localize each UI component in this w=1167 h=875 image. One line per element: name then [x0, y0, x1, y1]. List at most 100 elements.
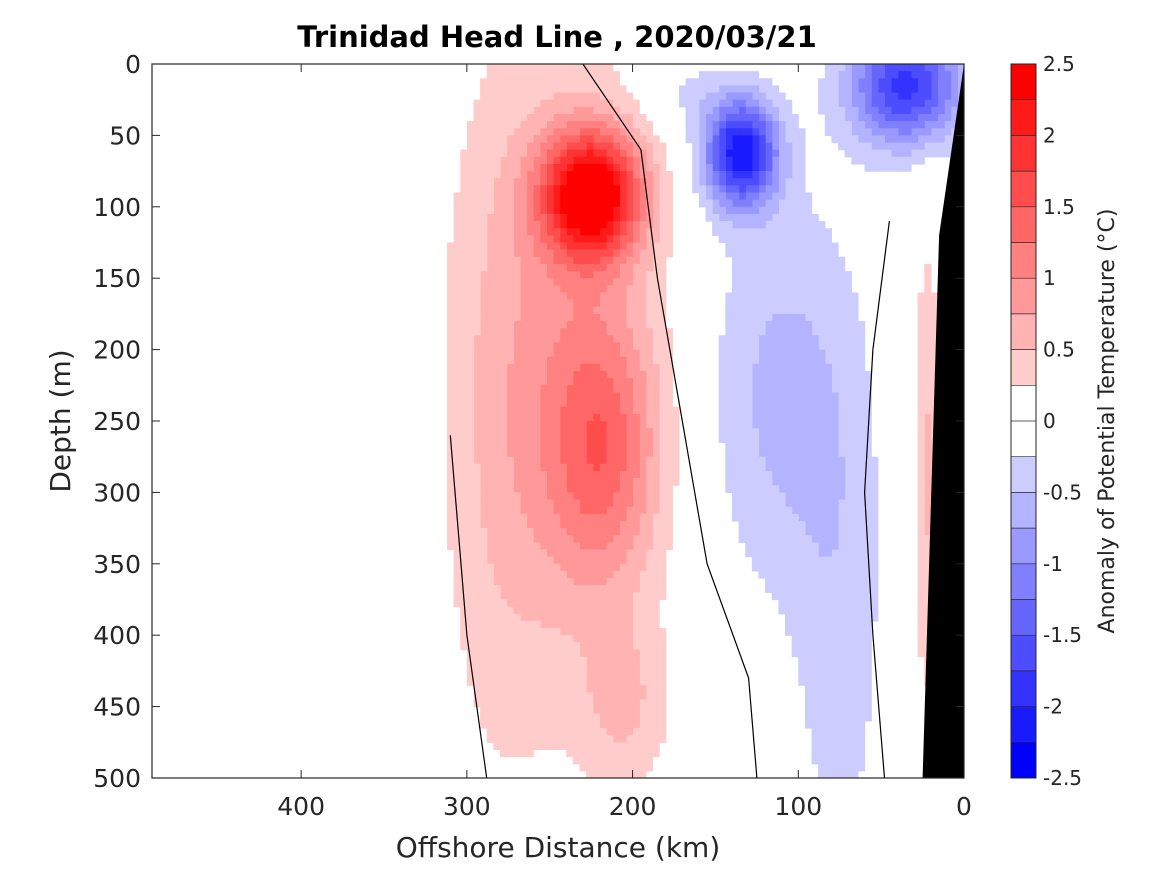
contour-cell — [506, 128, 514, 136]
contour-cell — [566, 313, 574, 322]
contour-cell — [526, 528, 534, 536]
contour-cell — [639, 556, 647, 565]
contour-cell — [493, 606, 501, 615]
contour-cell — [652, 135, 660, 144]
contour-cell — [718, 85, 726, 94]
contour-cell — [652, 163, 660, 172]
contour-cell — [612, 178, 620, 186]
contour-cell — [546, 85, 554, 94]
contour-cell — [546, 670, 554, 679]
contour-cell — [639, 513, 647, 522]
contour-cell — [572, 192, 581, 201]
contour-cell — [910, 78, 919, 87]
contour-cell — [917, 592, 925, 601]
contour-cell — [513, 642, 521, 651]
contour-cell — [566, 485, 574, 493]
contour-cell — [539, 128, 547, 136]
contour-cell — [546, 99, 554, 108]
contour-cell — [957, 71, 964, 79]
contour-cell — [659, 313, 667, 322]
contour-cell — [804, 363, 813, 372]
contour-cell — [453, 442, 461, 451]
contour-cell — [917, 606, 925, 615]
contour-cell — [851, 413, 859, 422]
contour-cell — [519, 535, 528, 543]
contour-cell — [566, 435, 574, 444]
contour-cell — [692, 156, 700, 165]
contour-cell — [473, 106, 481, 115]
contour-cell — [811, 692, 819, 701]
contour-cell — [539, 663, 547, 672]
contour-cell — [758, 185, 766, 194]
contour-cell — [619, 699, 627, 708]
contour-cell — [712, 128, 720, 136]
contour-cell — [466, 663, 475, 672]
contour-cell — [910, 71, 919, 79]
contour-cell — [785, 335, 793, 344]
contour-cell — [838, 271, 846, 279]
contour-cell — [486, 592, 494, 601]
contour-cell — [645, 371, 654, 379]
contour-cell — [851, 392, 859, 401]
contour-cell — [473, 128, 481, 136]
contour-cell — [851, 99, 859, 108]
contour-cell — [453, 470, 461, 479]
contour-cell — [798, 520, 806, 529]
contour-cell — [645, 363, 654, 372]
contour-cell — [619, 449, 627, 458]
contour-cell — [526, 356, 534, 365]
contour-cell — [533, 678, 541, 686]
contour-cell — [519, 485, 528, 493]
contour-cell — [665, 542, 673, 551]
contour-cell — [513, 185, 521, 194]
contour-cell — [625, 121, 634, 129]
contour-cell — [725, 185, 733, 194]
contour-cell — [818, 699, 826, 708]
contour-cell — [765, 249, 773, 258]
contour-cell — [592, 135, 601, 144]
contour-cell — [619, 171, 627, 179]
contour-cell — [917, 135, 925, 144]
contour-cell — [864, 570, 872, 579]
contour-cell — [844, 613, 852, 622]
contour-cell — [718, 371, 726, 379]
contour-cell — [645, 592, 654, 601]
contour-cell — [466, 585, 475, 593]
contour-cell — [851, 106, 859, 115]
contour-cell — [639, 570, 647, 579]
contour-cell — [645, 470, 654, 479]
contour-cell — [572, 520, 581, 529]
contour-cell — [818, 371, 826, 379]
contour-cell — [732, 113, 740, 122]
contour-cell — [725, 242, 733, 251]
contour-cell — [844, 713, 852, 722]
contour-cell — [639, 113, 647, 122]
contour-cell — [526, 706, 534, 715]
contour-cell — [824, 442, 833, 451]
contour-cell — [798, 285, 806, 294]
contour-cell — [944, 142, 952, 151]
contour-cell — [599, 442, 607, 451]
contour-cell — [804, 313, 813, 322]
contour-cell — [566, 171, 574, 179]
contour-cell — [771, 199, 779, 208]
contour-cell — [798, 399, 806, 408]
contour-cell — [632, 535, 640, 543]
contour-cell — [586, 649, 594, 658]
contour-cell — [486, 142, 494, 151]
contour-cell — [745, 492, 753, 501]
contour-cell — [725, 106, 733, 115]
contour-cell — [446, 535, 455, 543]
contour-cell — [771, 149, 779, 158]
contour-cell — [771, 292, 779, 301]
contour-cell — [480, 620, 488, 629]
contour-cell — [672, 435, 680, 444]
contour-cell — [606, 371, 614, 379]
contour-cell — [778, 292, 786, 301]
contour-cell — [546, 513, 554, 522]
contour-cell — [785, 463, 793, 472]
contour-cell — [798, 513, 806, 522]
contour-cell — [539, 321, 547, 329]
contour-cell — [513, 335, 521, 344]
contour-cell — [791, 121, 799, 129]
